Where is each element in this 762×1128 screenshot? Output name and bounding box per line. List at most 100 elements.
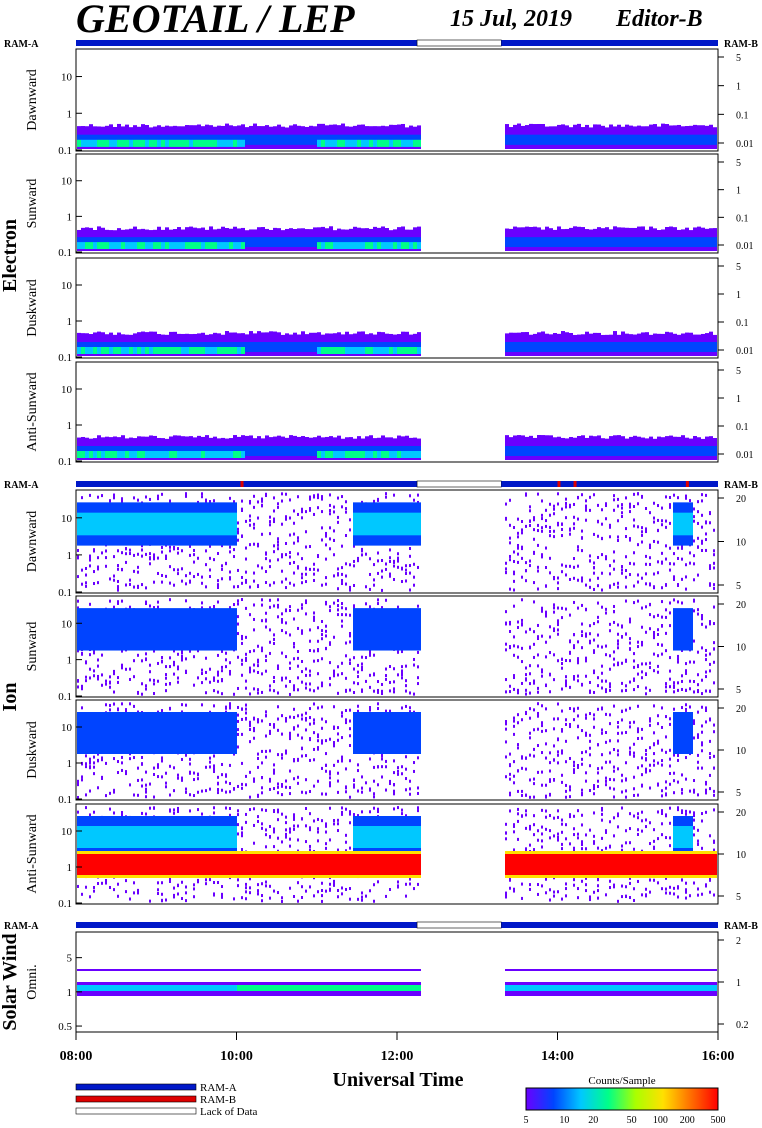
data-cell xyxy=(529,237,533,248)
data-cell xyxy=(641,640,643,644)
data-cell xyxy=(337,572,339,576)
data-cell xyxy=(281,342,285,352)
data-cell xyxy=(365,552,367,556)
data-cell xyxy=(609,654,611,658)
data-cell xyxy=(281,134,285,145)
data-cell xyxy=(189,242,193,250)
data-cell xyxy=(185,787,187,791)
data-cell xyxy=(253,522,255,526)
data-cell xyxy=(557,446,561,456)
data-cell xyxy=(357,556,359,560)
data-cell xyxy=(573,557,575,561)
data-cell xyxy=(705,709,707,713)
data-cell xyxy=(577,679,579,683)
data-cell xyxy=(533,747,535,751)
data-cell xyxy=(617,646,619,650)
data-cell xyxy=(245,606,247,610)
data-cell xyxy=(317,639,319,643)
data-cell xyxy=(625,569,627,573)
data-cell xyxy=(185,139,189,147)
data-cell xyxy=(517,620,519,624)
data-cell xyxy=(157,722,161,744)
data-cell xyxy=(297,608,299,612)
data-cell xyxy=(637,728,639,732)
data-cell xyxy=(693,660,695,664)
data-cell xyxy=(161,550,163,554)
data-cell xyxy=(709,237,713,248)
data-cell xyxy=(301,747,303,751)
data-cell xyxy=(313,649,315,653)
data-cell xyxy=(525,561,527,565)
data-cell xyxy=(125,512,129,536)
data-cell xyxy=(117,601,119,605)
data-cell xyxy=(641,756,643,760)
data-cell xyxy=(665,735,667,739)
data-cell xyxy=(713,730,715,734)
data-cell xyxy=(665,682,667,686)
data-cell xyxy=(337,665,339,669)
data-cell xyxy=(85,793,87,797)
data-cell xyxy=(525,710,527,714)
data-cell xyxy=(561,662,563,666)
data-cell xyxy=(305,728,307,732)
data-cell xyxy=(333,451,337,458)
data-cell xyxy=(297,512,299,516)
data-cell xyxy=(681,791,683,795)
data-cell xyxy=(197,242,201,250)
data-cell xyxy=(565,783,567,787)
data-cell xyxy=(509,793,511,797)
data-cell xyxy=(193,778,195,782)
data-cell xyxy=(413,583,415,587)
data-cell xyxy=(221,665,223,669)
data-cell xyxy=(281,522,283,526)
data-cell xyxy=(605,504,607,508)
data-cell xyxy=(649,511,651,515)
data-cell xyxy=(173,660,175,664)
data-cell xyxy=(513,732,515,736)
data-cell xyxy=(597,676,599,680)
data-cell xyxy=(529,627,531,631)
data-cell xyxy=(653,615,655,619)
data-cell xyxy=(213,558,215,562)
data-cell xyxy=(213,605,215,609)
data-cell xyxy=(193,618,197,641)
data-cell xyxy=(289,605,291,609)
data-cell xyxy=(297,565,299,569)
data-cell xyxy=(109,675,111,679)
data-cell xyxy=(253,237,257,248)
data-cell xyxy=(521,660,523,664)
data-cell xyxy=(185,618,189,641)
data-cell xyxy=(377,347,381,354)
data-cell xyxy=(525,342,529,352)
data-cell xyxy=(601,536,603,540)
data-cell xyxy=(597,684,599,688)
data-cell xyxy=(537,565,539,569)
data-cell xyxy=(349,744,351,748)
data-cell xyxy=(569,577,571,581)
data-cell xyxy=(261,761,263,765)
data-cell xyxy=(277,782,279,786)
data-cell xyxy=(409,512,413,536)
left-tick-label: 10 xyxy=(61,384,73,396)
data-cell xyxy=(309,639,311,643)
data-cell xyxy=(285,684,287,688)
data-cell xyxy=(373,499,375,503)
data-cell xyxy=(693,507,695,511)
data-cell xyxy=(701,646,703,650)
data-cell xyxy=(377,139,381,147)
data-cell xyxy=(585,608,587,612)
data-cell xyxy=(637,580,639,584)
data-cell xyxy=(321,633,323,637)
data-cell xyxy=(613,494,615,498)
data-cell xyxy=(565,789,567,793)
data-cell xyxy=(625,496,627,500)
data-cell xyxy=(669,764,671,768)
data-cell xyxy=(189,722,193,744)
data-cell xyxy=(81,496,83,500)
data-cell xyxy=(661,519,663,523)
data-cell xyxy=(169,139,173,147)
data-cell xyxy=(637,446,641,456)
data-cell xyxy=(693,790,695,794)
data-cell xyxy=(333,510,335,514)
data-cell xyxy=(561,446,565,456)
